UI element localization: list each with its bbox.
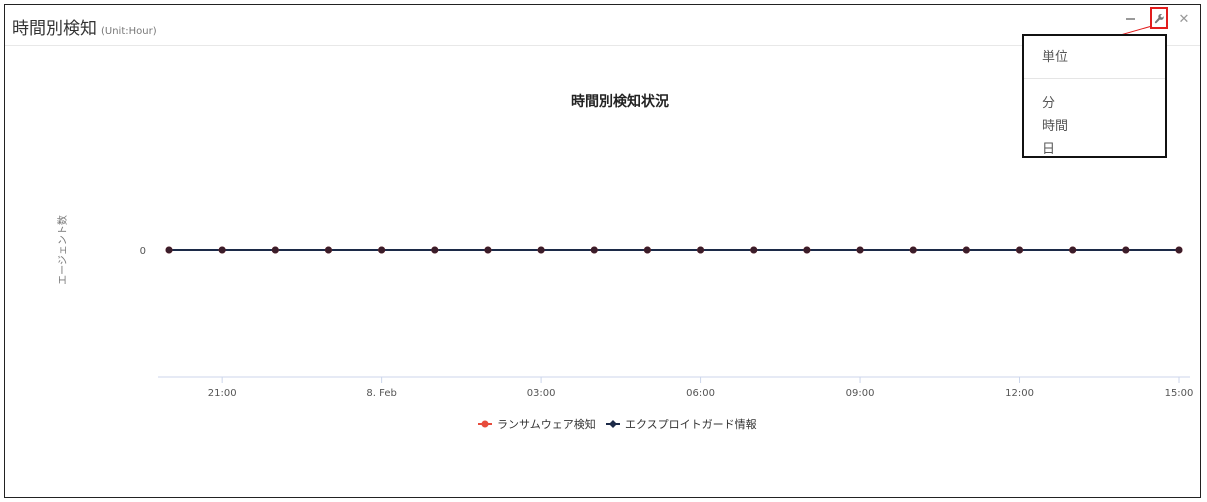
data-point[interactable] (909, 246, 917, 254)
data-point[interactable] (218, 246, 226, 254)
panel-title-text: 時間別検知 (12, 19, 97, 39)
panel-title: 時間別検知 (Unit:Hour) (12, 14, 157, 39)
x-tick-label: 8. Feb (366, 388, 396, 399)
panel-header: 時間別検知 (Unit:Hour) (5, 5, 1200, 46)
legend-label[interactable]: エクスプロイトガード情報 (625, 418, 757, 431)
data-point[interactable] (1122, 246, 1130, 254)
data-point[interactable] (803, 246, 811, 254)
x-tick-label: 03:00 (527, 388, 556, 399)
chart-title: 時間別検知状況 (571, 93, 669, 110)
close-button[interactable]: ✕ (1176, 11, 1192, 27)
data-point[interactable] (856, 246, 864, 254)
legend-marker[interactable] (609, 420, 617, 428)
x-tick-label: 15:00 (1165, 388, 1194, 399)
panel-unit-label: (Unit:Hour) (101, 26, 157, 37)
dropdown-item-hour[interactable]: 時間 (1042, 119, 1069, 134)
data-point[interactable] (750, 246, 758, 254)
data-point[interactable] (431, 246, 439, 254)
data-point[interactable] (697, 246, 705, 254)
data-point[interactable] (1175, 246, 1183, 254)
data-point[interactable] (590, 246, 598, 254)
data-point[interactable] (537, 246, 545, 254)
data-point[interactable] (378, 246, 386, 254)
data-point[interactable] (1069, 246, 1077, 254)
data-point[interactable] (324, 246, 332, 254)
data-point[interactable] (1016, 246, 1024, 254)
chart-plot-area: 0 21:00 8. Feb 03:00 06:00 09:00 12:00 15:00 ランサ… (140, 246, 1194, 431)
legend-label[interactable]: ランサムウェア検知 (497, 417, 596, 431)
x-tick-label: 06:00 (686, 388, 715, 399)
x-tick-label: 12:00 (1005, 388, 1034, 399)
minimize-button[interactable] (1122, 11, 1138, 27)
y-axis-label: エージェント数 (56, 215, 69, 285)
data-point[interactable] (643, 246, 651, 254)
dropdown-header: 単位 (1042, 50, 1069, 65)
settings-button[interactable] (1150, 7, 1168, 29)
unit-dropdown-menu: 単位 分 時間 日 (1022, 34, 1167, 158)
minimize-icon (1125, 18, 1135, 20)
y-tick-label: 0 (140, 246, 146, 257)
data-point[interactable] (271, 246, 279, 254)
dropdown-item-minute[interactable]: 分 (1042, 96, 1056, 111)
legend-marker[interactable] (481, 420, 489, 428)
data-point[interactable] (962, 246, 970, 254)
x-tick-label: 21:00 (208, 388, 237, 399)
x-tick-label: 09:00 (846, 388, 875, 399)
data-point[interactable] (484, 246, 492, 254)
close-icon: ✕ (1178, 11, 1190, 27)
data-point[interactable] (165, 246, 173, 254)
dropdown-item-day[interactable]: 日 (1042, 142, 1056, 157)
dropdown-divider (1024, 78, 1165, 79)
wrench-icon (1154, 13, 1164, 23)
